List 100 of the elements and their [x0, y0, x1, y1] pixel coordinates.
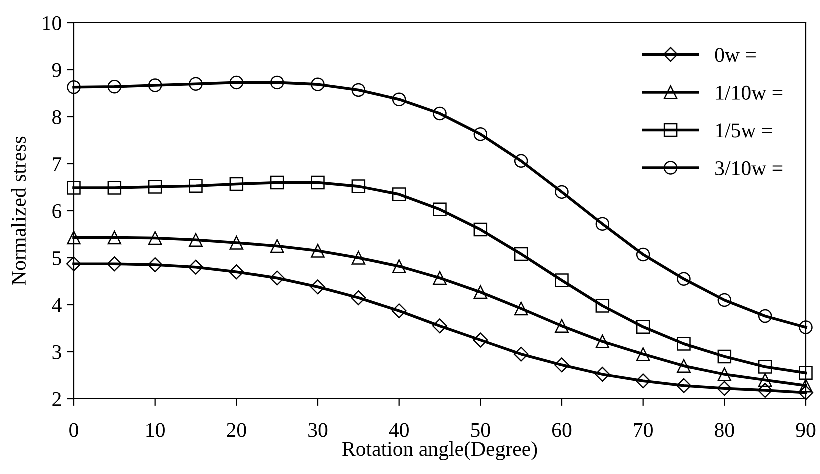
- point: [596, 299, 610, 313]
- point: [718, 293, 732, 308]
- point: [230, 177, 244, 192]
- point: [554, 358, 570, 373]
- point: [474, 222, 488, 237]
- point: [677, 359, 691, 373]
- point: [352, 180, 366, 194]
- point: [270, 76, 284, 90]
- y-axis-title: Normalized stress: [11, 136, 26, 286]
- y-tick-label: 3: [52, 345, 62, 360]
- point: [717, 381, 732, 396]
- point: [189, 179, 203, 193]
- point: [392, 92, 406, 106]
- point: [270, 270, 285, 286]
- legend-label: 0w =: [715, 48, 756, 62]
- point: [311, 176, 325, 190]
- point: [596, 217, 610, 232]
- point: [392, 304, 407, 319]
- point: [514, 302, 528, 316]
- point: [799, 320, 813, 334]
- point: [514, 154, 528, 168]
- point: [677, 337, 691, 351]
- point: [514, 247, 528, 262]
- point: [352, 83, 366, 98]
- point: [514, 346, 529, 362]
- point: [595, 367, 610, 382]
- point: [392, 188, 406, 202]
- y-tick-label: 7: [53, 158, 62, 172]
- point: [718, 368, 732, 382]
- point: [555, 274, 569, 288]
- point: [107, 256, 122, 272]
- point: [676, 378, 692, 394]
- point: [758, 383, 773, 398]
- point: [189, 77, 203, 91]
- point: [474, 285, 488, 300]
- point: [392, 260, 406, 274]
- x-axis-title: Rotation angle(Degree): [342, 442, 538, 460]
- point: [230, 76, 244, 90]
- y-tick-label: 4: [52, 298, 62, 312]
- x-tick-label: 70: [634, 423, 653, 438]
- point: [66, 256, 82, 272]
- point: [433, 271, 447, 286]
- x-tick-label: 80: [715, 423, 734, 438]
- point: [148, 78, 162, 92]
- point: [311, 78, 325, 92]
- point: [798, 385, 814, 400]
- point: [229, 264, 244, 280]
- legend-label: 3/10w =: [716, 161, 783, 176]
- point: [311, 244, 325, 258]
- point: [474, 128, 488, 142]
- point: [351, 290, 366, 306]
- point: [718, 350, 732, 364]
- x-tick-label: 50: [471, 423, 490, 438]
- y-tick-label: 6: [52, 204, 62, 218]
- x-tick-label: 30: [308, 423, 328, 438]
- point: [432, 318, 448, 334]
- point: [270, 176, 284, 190]
- point: [636, 320, 650, 334]
- point: [270, 239, 284, 254]
- x-tick-label: 40: [389, 423, 409, 438]
- point: [108, 181, 122, 195]
- legend-label: 1/10w =: [716, 86, 783, 100]
- point: [310, 280, 326, 295]
- point: [636, 374, 651, 389]
- x-tick-label: 0: [70, 423, 78, 438]
- point: [433, 106, 447, 121]
- y-tick-label: 5: [52, 252, 62, 266]
- point: [596, 334, 610, 349]
- point: [148, 258, 163, 273]
- point: [555, 319, 569, 334]
- point: [758, 309, 772, 324]
- point: [636, 248, 650, 262]
- point: [108, 80, 122, 94]
- point: [148, 231, 162, 246]
- point: [148, 180, 162, 194]
- x-tick-label: 90: [796, 423, 816, 438]
- point: [636, 347, 650, 362]
- point: [555, 185, 569, 200]
- point: [67, 181, 81, 195]
- point: [188, 260, 204, 275]
- y-tick-label: 2: [52, 392, 62, 406]
- legend-label: 1/5w =: [716, 124, 772, 138]
- point: [433, 202, 447, 216]
- point: [473, 332, 488, 348]
- y-tick-label: 9: [52, 63, 62, 78]
- y-tick-label: 10: [43, 16, 62, 30]
- x-tick-label: 20: [227, 423, 246, 438]
- y-tick-label: 8: [52, 110, 62, 124]
- point: [799, 366, 813, 380]
- point: [677, 272, 691, 286]
- point: [189, 233, 203, 248]
- point: [108, 230, 122, 245]
- point: [67, 230, 81, 245]
- point: [758, 373, 772, 388]
- point: [67, 80, 81, 94]
- point: [352, 251, 366, 265]
- point: [230, 236, 244, 250]
- x-tick-label: 10: [146, 423, 165, 438]
- x-tick-label: 60: [552, 423, 572, 438]
- point: [758, 360, 772, 374]
